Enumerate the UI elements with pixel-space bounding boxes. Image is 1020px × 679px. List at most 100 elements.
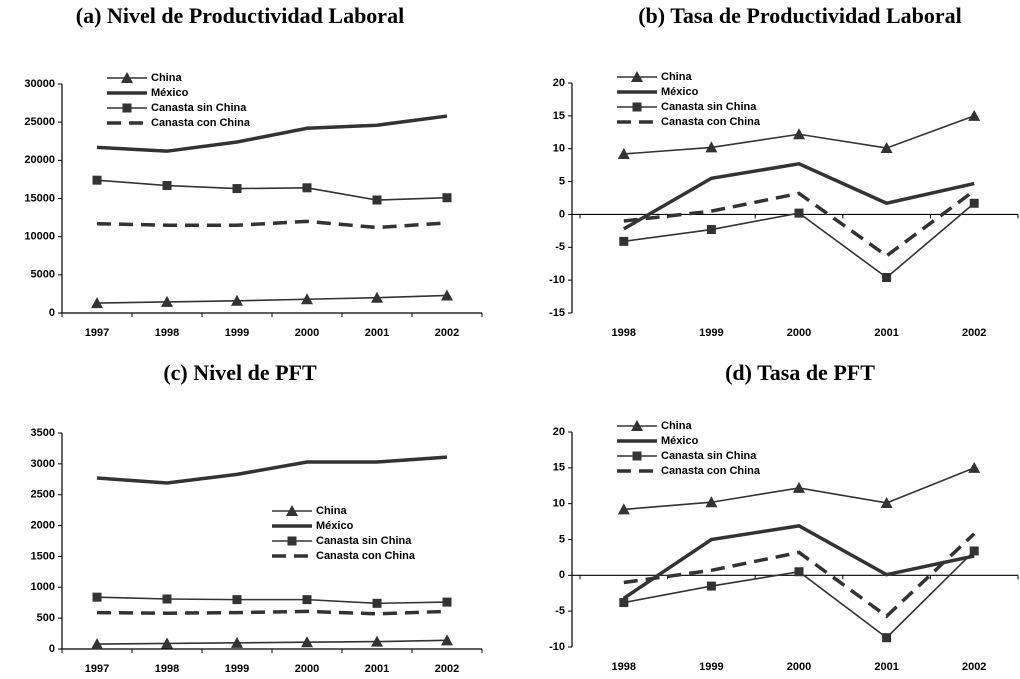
marker-triangle	[968, 109, 981, 121]
series-line	[96, 219, 448, 230]
y-tick-label: 15000	[24, 192, 55, 204]
marker-square	[706, 581, 716, 591]
x-tick-label: 1997	[85, 663, 109, 675]
y-tick-label: 0	[49, 307, 55, 319]
marker-triangle	[371, 291, 383, 303]
marker-square	[442, 597, 452, 607]
marker-square	[162, 594, 172, 604]
x-tick-label: 2000	[787, 661, 811, 673]
x-tick-label: 1997	[85, 327, 109, 339]
legend-label: Canasta sin China	[661, 450, 757, 462]
y-tick-label: 20	[553, 77, 565, 89]
marker-square	[162, 181, 172, 191]
marker-square	[619, 598, 629, 608]
marker-square	[372, 195, 382, 205]
marker-square	[302, 595, 312, 605]
y-tick-label: -15	[549, 307, 565, 319]
marker-triangle	[161, 637, 173, 649]
marker-triangle	[880, 496, 893, 508]
x-tick-label: 2000	[295, 663, 319, 675]
marker-triangle	[631, 71, 643, 82]
marker-square	[706, 225, 716, 235]
series-line	[96, 609, 448, 616]
y-tick-label: 1500	[31, 550, 55, 562]
y-tick-label: 0	[49, 643, 55, 655]
y-tick-label: 10	[553, 498, 565, 510]
marker-square	[122, 103, 132, 113]
marker-triangle	[793, 481, 805, 493]
x-tick-label: 1998	[612, 327, 636, 339]
y-tick-label: 15	[553, 462, 565, 474]
marker-triangle	[91, 297, 103, 309]
chart-title: (c) Nivel de PFT	[163, 360, 317, 385]
marker-triangle	[301, 293, 313, 305]
y-tick-label: -10	[549, 274, 565, 286]
y-tick-label: 3500	[31, 427, 55, 439]
chart-title: (a) Nivel de Productividad Laboral	[76, 3, 404, 28]
marker-square	[882, 273, 892, 283]
y-tick-label: 2500	[31, 489, 55, 501]
marker-square	[794, 208, 804, 218]
legend-label: México	[316, 520, 354, 532]
x-tick-label: 1999	[225, 663, 249, 675]
marker-triangle	[121, 72, 133, 83]
legend-label: Canasta con China	[316, 550, 416, 562]
marker-square	[92, 592, 102, 602]
marker-triangle	[880, 142, 893, 154]
y-tick-label: 500	[37, 612, 55, 624]
y-tick-label: 15	[553, 110, 565, 122]
y-tick-label: 5	[559, 175, 565, 187]
marker-square	[794, 567, 804, 577]
marker-triangle	[631, 420, 643, 431]
chart-title: (b) Tasa de Productividad Laboral	[638, 3, 962, 28]
legend-label: China	[661, 420, 692, 432]
x-tick-label: 2002	[962, 327, 986, 339]
series-line	[96, 114, 448, 153]
y-tick-label: 25000	[24, 116, 55, 128]
x-tick-label: 2001	[365, 663, 389, 675]
marker-square	[442, 193, 452, 203]
series-line	[623, 189, 976, 258]
y-tick-label: 5	[559, 533, 565, 545]
y-tick-label: 1000	[31, 581, 55, 593]
y-tick-label: 10	[553, 143, 565, 155]
series-line	[96, 179, 448, 201]
legend-label: Canasta sin China	[151, 102, 247, 114]
marker-square	[92, 175, 102, 185]
x-tick-label: 1998	[155, 663, 179, 675]
marker-square	[232, 595, 242, 605]
x-tick-label: 1999	[699, 327, 723, 339]
marker-triangle	[231, 636, 243, 648]
series-line	[623, 532, 976, 619]
marker-square	[372, 598, 382, 608]
marker-square	[232, 184, 242, 194]
legend-label: Canasta con China	[661, 465, 761, 477]
y-tick-label: 3000	[31, 458, 55, 470]
y-tick-label: 5000	[31, 269, 55, 281]
marker-triangle	[231, 294, 243, 306]
marker-triangle	[441, 289, 453, 301]
x-tick-label: 1999	[699, 661, 723, 673]
legend-label: China	[661, 71, 692, 83]
marker-triangle	[705, 496, 718, 508]
marker-triangle	[617, 147, 630, 159]
x-tick-label: 2001	[874, 327, 898, 339]
legend-label: China	[151, 72, 182, 84]
legend-label: México	[661, 86, 699, 98]
y-tick-label: 0	[559, 208, 565, 220]
marker-triangle	[968, 461, 981, 473]
x-tick-label: 2002	[435, 663, 459, 675]
y-tick-label: -10	[549, 641, 565, 653]
x-tick-label: 2001	[365, 327, 389, 339]
x-tick-label: 1998	[155, 327, 179, 339]
legend-label: Canasta sin China	[661, 101, 757, 113]
series-line	[96, 639, 448, 645]
legend-label: Canasta con China	[661, 116, 761, 128]
marker-square	[969, 546, 979, 556]
y-tick-label: 20000	[24, 154, 55, 166]
marker-square	[969, 198, 979, 208]
y-tick-label: 2000	[31, 519, 55, 531]
y-tick-label: -5	[555, 605, 565, 617]
marker-square	[632, 451, 642, 461]
